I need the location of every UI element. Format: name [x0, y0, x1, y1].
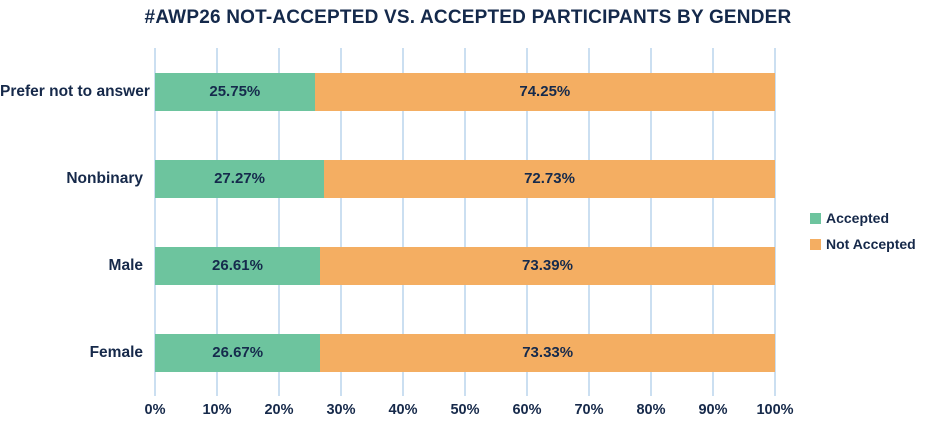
bar-segment-accepted: 26.67% [155, 333, 321, 372]
bar-segment-accepted: 25.75% [155, 72, 315, 111]
bar-value-label: 27.27% [214, 170, 265, 187]
x-tick-label: 90% [698, 402, 728, 418]
legend-label: Accepted [826, 210, 890, 226]
bar-value-label: 72.73% [524, 170, 575, 187]
bar-value-label: 73.39% [522, 257, 573, 274]
gridline [278, 48, 280, 396]
x-tick-label: 20% [264, 402, 294, 418]
x-tick-label: 100% [756, 402, 794, 418]
gridline [464, 48, 466, 396]
bar-segment-not-accepted: 72.73% [324, 159, 775, 198]
legend-swatch-icon [810, 238, 821, 250]
bar-value-label: 25.75% [209, 83, 261, 100]
bar-segment-accepted: 26.61% [155, 246, 320, 285]
bar-row: 27.27% 72.73% [155, 159, 775, 198]
bar-segment-accepted: 27.27% [155, 159, 325, 198]
gridline [402, 48, 404, 396]
x-tick-label: 40% [388, 402, 418, 418]
gridline [588, 48, 590, 396]
category-label: Male [108, 256, 143, 274]
gridline [774, 48, 776, 396]
bar-value-label: 26.67% [212, 344, 264, 361]
gridline [650, 48, 652, 396]
plot-area: 25.75% 74.25% 27.27% 72.73% 26.61% 73.39% 26.6… [154, 48, 776, 396]
bar-segment-not-accepted: 73.33% [320, 333, 775, 372]
x-tick-label: 10% [202, 402, 232, 418]
gridline [340, 48, 342, 396]
bar-row: 26.67% 73.33% [155, 333, 775, 372]
bar-row: 26.61% 73.39% [155, 246, 775, 285]
legend: Accepted Not Accepted [810, 210, 916, 252]
legend-swatch-icon [810, 212, 821, 224]
gridline [712, 48, 714, 396]
category-label: Female [89, 343, 143, 361]
legend-label: Not Accepted [826, 236, 916, 252]
bars-layer: 25.75% 74.25% 27.27% 72.73% 26.61% 73.39% 26.6… [155, 48, 775, 396]
x-tick-label: 70% [574, 402, 604, 418]
category-label: Nonbinary [66, 169, 143, 187]
bar-segment-not-accepted: 74.25% [314, 72, 775, 111]
x-tick-label: 80% [636, 402, 666, 418]
bar-value-label: 74.25% [519, 83, 571, 100]
category-label: Prefer not to answer [0, 82, 150, 100]
bar-row: 25.75% 74.25% [155, 72, 775, 111]
gridlines-layer [154, 48, 776, 396]
bar-value-label: 73.33% [522, 344, 574, 361]
bar-segment-not-accepted: 73.39% [319, 246, 775, 285]
legend-item-not-accepted: Not Accepted [810, 236, 916, 252]
x-tick-label: 30% [326, 402, 356, 418]
x-tick-label: 0% [144, 402, 166, 418]
x-axis: 0% 10% 20% 30% 40% 50% 60% 70% 80% 90% 100% [145, 402, 794, 424]
x-tick-label: 60% [512, 402, 542, 418]
gridline [526, 48, 528, 396]
gridline [216, 48, 218, 396]
gridline [154, 48, 156, 396]
chart-title: #AWP26 NOT-ACCEPTED VS. ACCEPTED PARTICI… [144, 7, 792, 28]
x-tick-label: 50% [450, 402, 480, 418]
y-axis-labels: Prefer not to answer Nonbinary Male Female [0, 48, 150, 396]
bar-value-label: 26.61% [212, 257, 263, 274]
legend-item-accepted: Accepted [810, 210, 916, 226]
